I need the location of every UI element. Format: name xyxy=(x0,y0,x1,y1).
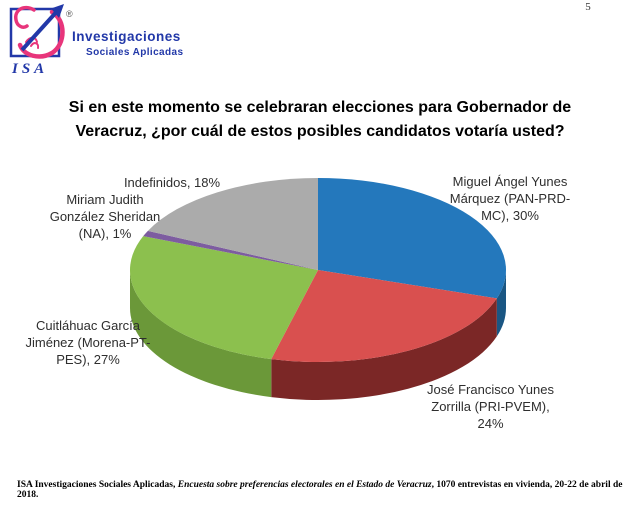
pie-slice-miguel-yunes-side xyxy=(496,270,506,337)
isa-logo: ® ISA xyxy=(9,4,73,77)
pie-label-jose-yunes: José Francisco Yunes Zorrilla (PRI-PVEM)… xyxy=(427,382,554,431)
logo-arrowhead-icon xyxy=(51,4,64,18)
pie-label-cuitlahuac-garcia: Cuitláhuac García Jiménez (Morena-PT- PE… xyxy=(25,318,151,367)
logo-pink-swirl xyxy=(17,9,65,59)
pie-slice-indefinidos xyxy=(147,178,318,270)
footnote-part1: ISA Investigaciones Sociales Aplicadas, xyxy=(17,480,178,490)
pie-label-indefinidos: Indefinidos, 18% xyxy=(123,175,221,190)
registered-trademark-symbol: ® xyxy=(66,9,73,19)
logo-acronym: ISA xyxy=(11,61,48,77)
pie-slice-miriam-gonzalez xyxy=(143,230,318,270)
logo-pink-spiral xyxy=(14,5,36,29)
logo-arrow-shaft xyxy=(20,6,62,52)
pie-slice-miguel-yunes xyxy=(318,178,506,299)
footnote-study-title: Encuesta sobre preferencias electorales … xyxy=(177,480,432,490)
source-footnote: ISA Investigaciones Sociales Aplicadas, … xyxy=(17,480,632,500)
page-number: 5 xyxy=(585,1,591,13)
brand-name-line2: Sociales Aplicadas xyxy=(86,47,184,58)
pie-slice-cuitlahuac-garcia-side xyxy=(130,270,272,398)
brand-name-line1: Investigaciones xyxy=(72,29,181,44)
survey-question-title: Si en este momento se celebraran eleccio… xyxy=(68,99,572,140)
pie-label-miguel-yunes: Miguel Ángel Yunes Márquez (PAN-PRD- MC)… xyxy=(449,174,571,223)
pie-slice-jose-yunes xyxy=(271,270,497,362)
pie-slice-jose-yunes-side xyxy=(271,298,497,400)
pie-label-miriam-gonzalez: Miriam Judith González Sheridan (NA), 1% xyxy=(49,192,161,241)
pie-slice-cuitlahuac-garcia xyxy=(130,236,318,360)
footnote-part3: , 1070 entrevistas en vivienda, 20-22 de… xyxy=(17,480,623,500)
